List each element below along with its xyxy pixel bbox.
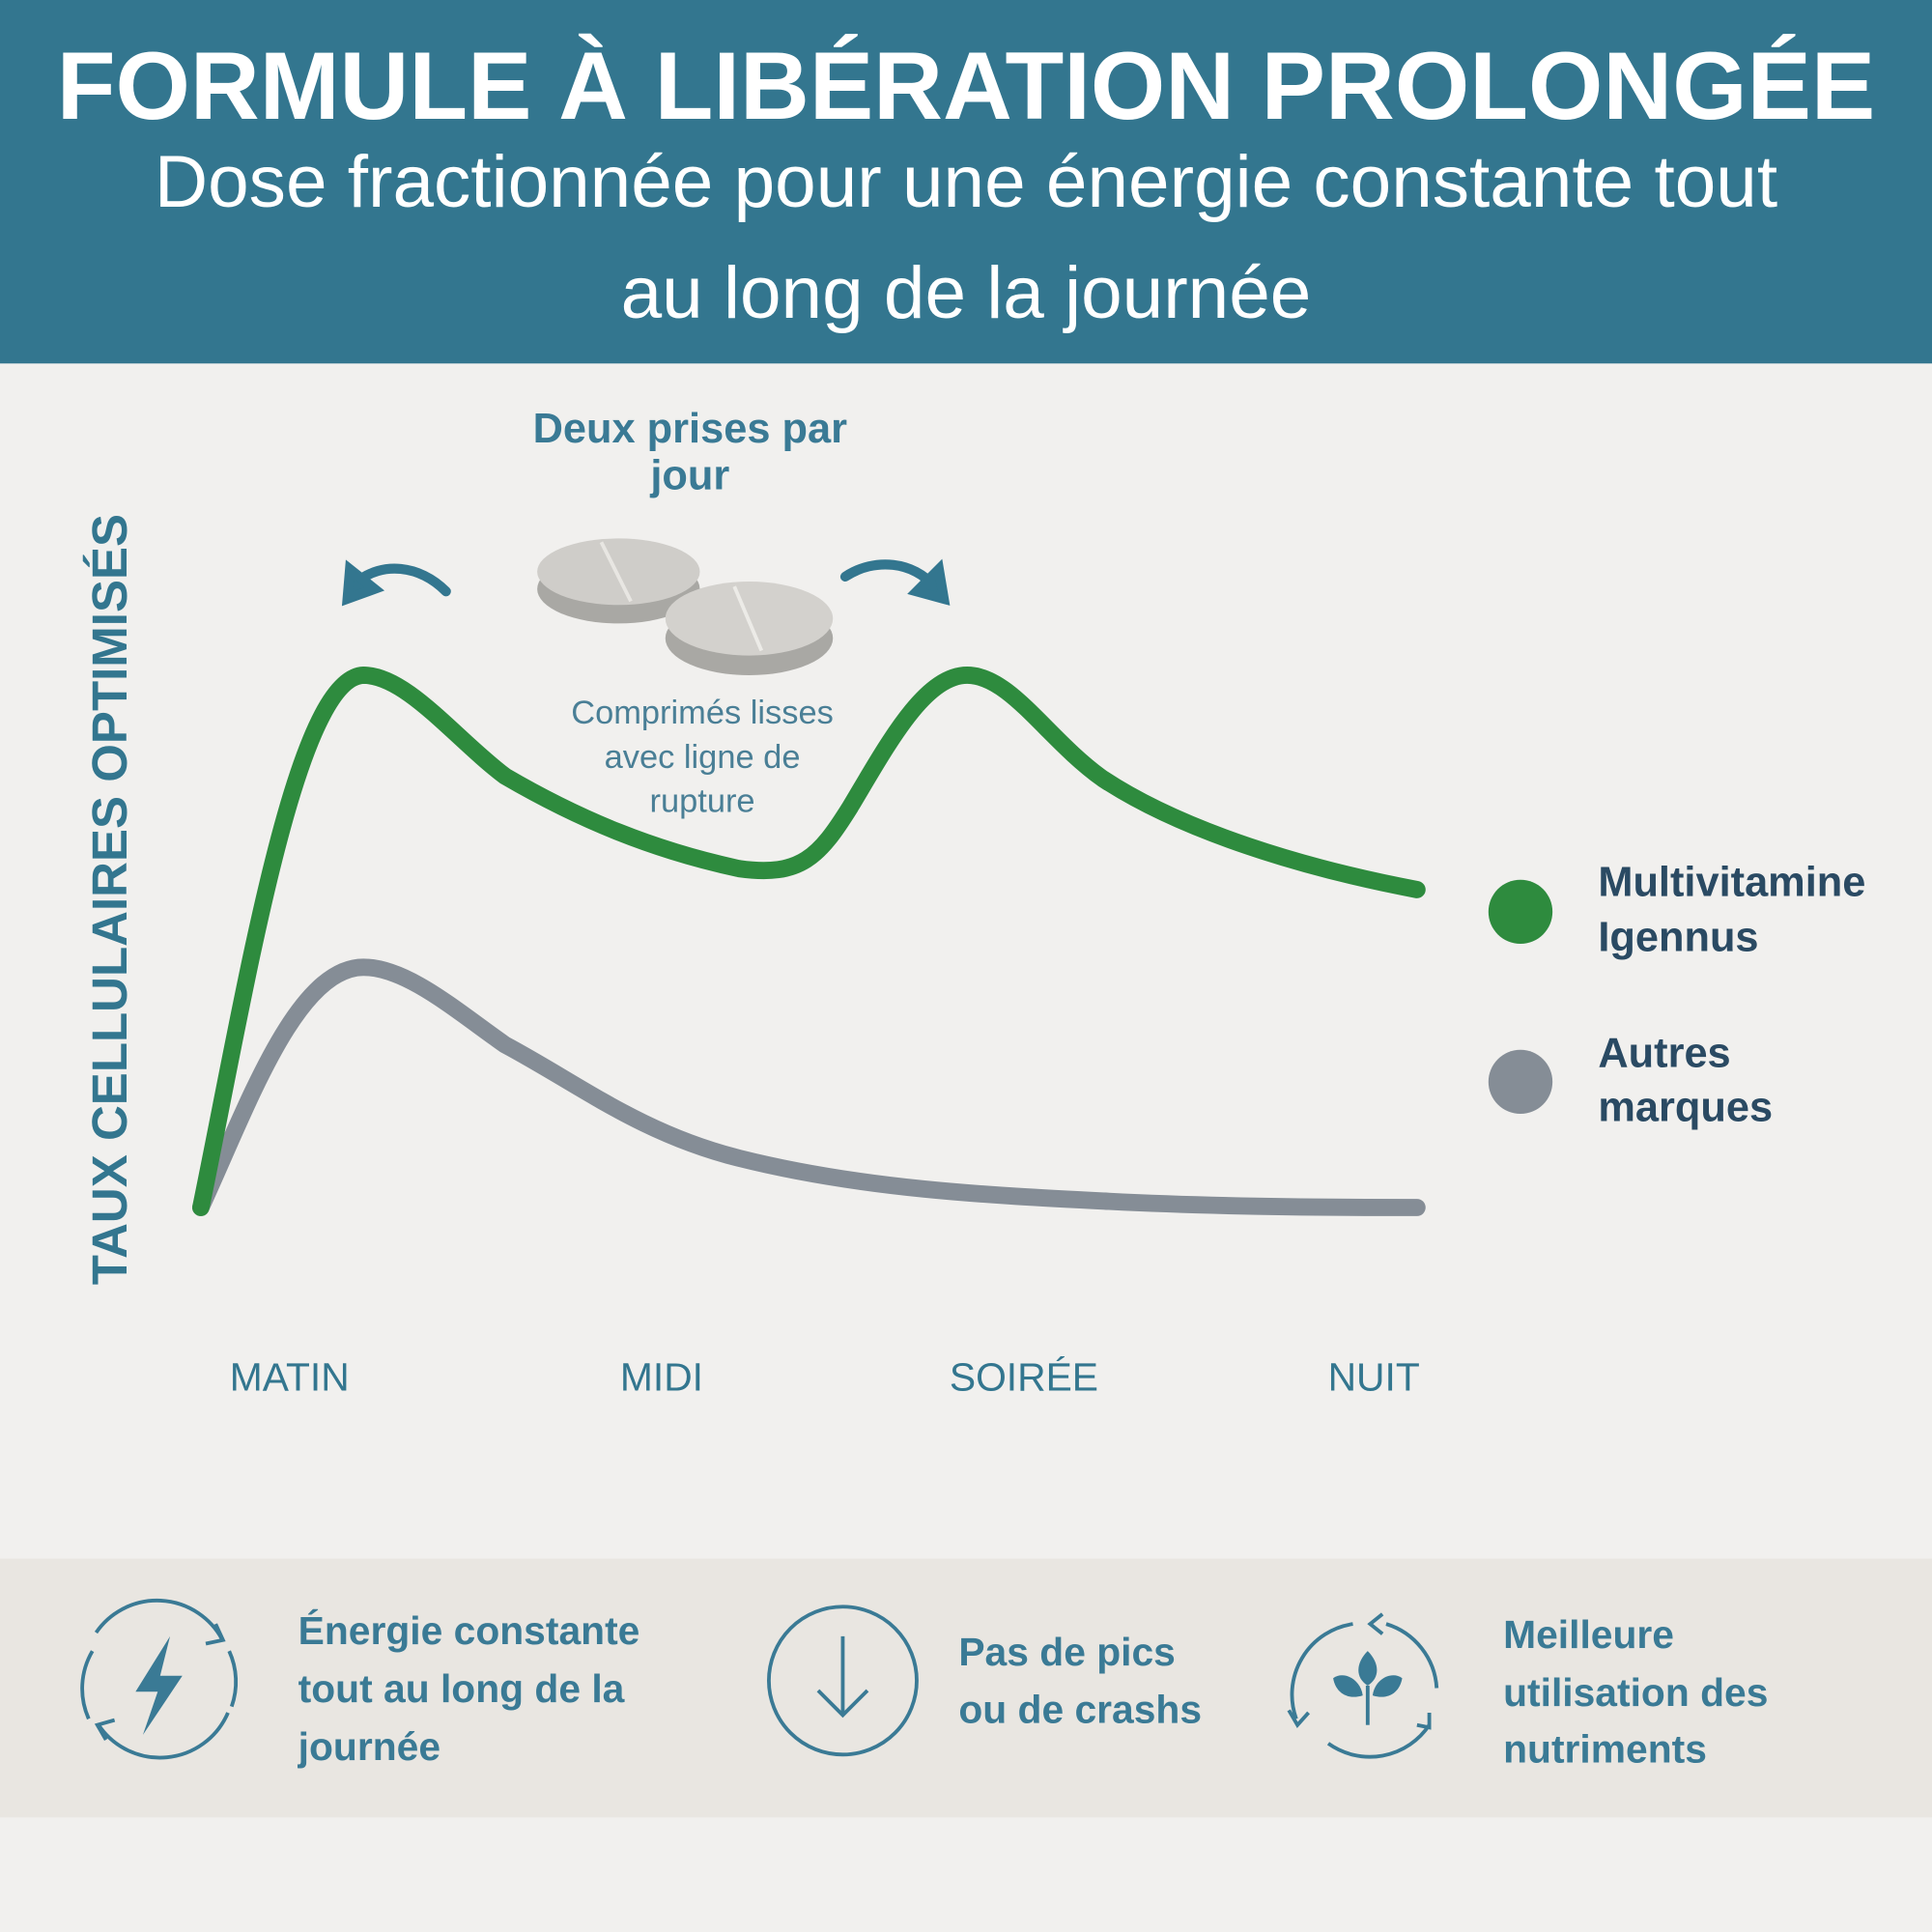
header-band [0, 0, 1932, 364]
curve-igennus [191, 667, 1426, 1216]
subtitle: au long de la journée [621, 252, 1312, 334]
benefit-text: ou de crashs [958, 1688, 1202, 1732]
icon-no-spikes [767, 1605, 919, 1757]
arrow-head [907, 558, 951, 606]
arrows [341, 558, 951, 607]
y-axis-label: TAUX CELLULAIRES OPTIMISÉS [82, 514, 137, 1285]
x-label: MIDI [620, 1354, 703, 1399]
benefit-text: Énergie constante [298, 1608, 640, 1653]
benefit-text: journée [298, 1724, 440, 1769]
score-line [732, 585, 764, 652]
icon-nutrients [1287, 1612, 1439, 1759]
tablet-note: Comprimés lisses [571, 695, 834, 731]
dose-note: jour [649, 452, 729, 498]
x-label: SOIRÉE [950, 1354, 1098, 1399]
legend-label: Autres [1598, 1031, 1730, 1077]
x-label: NUIT [1328, 1354, 1420, 1399]
tablets [537, 538, 834, 675]
legend-dot [1488, 879, 1553, 945]
benefit-text: Pas de pics [958, 1630, 1176, 1674]
arrow-head [341, 559, 385, 607]
tablet-note: rupture [650, 783, 755, 820]
dose-note: Deux prises par [533, 406, 847, 452]
legend-label: marques [1598, 1085, 1773, 1131]
legend-label: Multivitamine [1598, 859, 1865, 905]
benefit-text: tout au long de la [298, 1666, 625, 1711]
subtitle: Dose fractionnée pour une énergie consta… [155, 141, 1777, 223]
x-label: MATIN [230, 1354, 350, 1399]
icon-energy [80, 1599, 239, 1760]
title: FORMULE À LIBÉRATION PROLONGÉE [57, 32, 1876, 140]
benefits-band [0, 1558, 1932, 1818]
score-line [599, 541, 633, 603]
curve-other-brands [191, 958, 1426, 1216]
benefit-text: nutriments [1503, 1727, 1707, 1772]
tablet [537, 538, 700, 606]
benefit-text: Meilleure [1503, 1612, 1674, 1657]
benefit-text: utilisation des [1503, 1670, 1768, 1715]
legend-label: Igennus [1598, 915, 1758, 961]
legend-dot [1488, 1049, 1553, 1115]
tablet-note: avec ligne de [605, 739, 801, 776]
